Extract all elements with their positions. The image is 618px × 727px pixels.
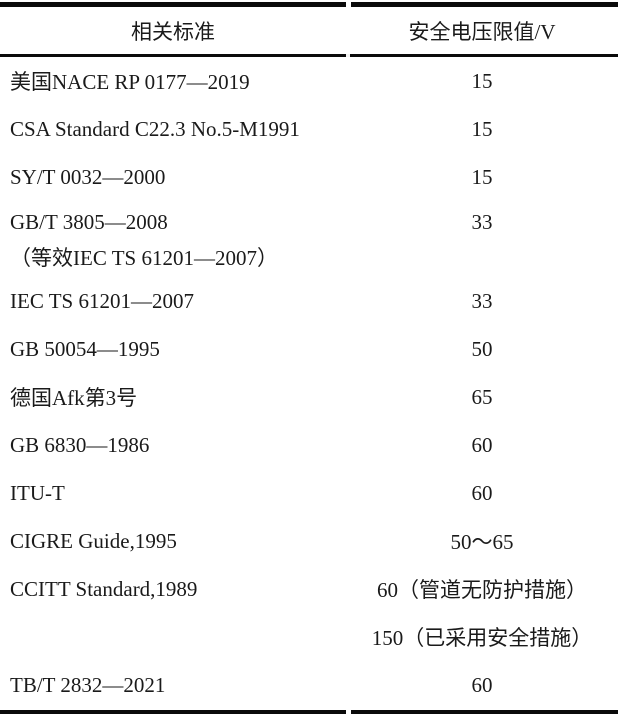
- limit-cell: 50～65: [450, 530, 514, 554]
- standard-cell: TB/T 2832—2021: [10, 673, 166, 697]
- table-row: CSA Standard C22.3 No.5-M1991 15: [0, 105, 618, 153]
- column-header-standard: 相关标准: [131, 19, 215, 44]
- table-row: 美国NACE RP 0177—2019 15: [0, 57, 618, 105]
- standard-cell: CSA Standard C22.3 No.5-M1991: [10, 116, 300, 141]
- limit-cell: 15: [471, 68, 493, 93]
- standard-cell: 美国NACE RP 0177—2019: [10, 70, 250, 94]
- table-row: GB 50054—1995 50: [0, 325, 618, 373]
- standard-cell: CCITT Standard,1989: [0, 565, 346, 661]
- table-row: TB/T 2832—2021 60: [0, 661, 618, 710]
- standard-cell: CIGRE Guide,1995: [10, 528, 177, 553]
- table-row: GB 6830—1986 60: [0, 421, 618, 469]
- standard-cell: SY/T 0032—2000: [10, 164, 166, 189]
- table-row: 德国Afk第3号 65: [0, 373, 618, 421]
- column-divider-gap: [346, 54, 350, 57]
- limit-cell: 50: [471, 336, 493, 361]
- table-header-row: 相关标准 安全电压限值/V: [0, 7, 618, 54]
- column-divider-gap: [346, 710, 351, 714]
- standard-cell: GB 50054—1995: [10, 336, 160, 361]
- standard-line-1: CCITT Standard,1989: [10, 576, 198, 601]
- table-row: IEC TS 61201—2007 33: [0, 277, 618, 325]
- standard-cell: GB/T 3805—2008 （等效IEC TS 61201—2007）: [0, 201, 346, 277]
- standard-line-2: （等效IEC TS 61201—2007）: [10, 246, 278, 270]
- standard-line-1: GB/T 3805—2008: [10, 210, 168, 234]
- standard-cell: ITU-T: [10, 480, 65, 505]
- standard-cell: IEC TS 61201—2007: [10, 288, 194, 313]
- limit-value-line-1: 60（管道无防护措施）: [377, 578, 587, 602]
- table-row: CIGRE Guide,1995 50～65: [0, 517, 618, 565]
- limit-cell: 33: [471, 288, 493, 313]
- limit-cell: 60: [471, 673, 493, 697]
- table-row: CCITT Standard,1989 60（管道无防护措施） 150（已采用安…: [0, 565, 618, 661]
- standard-cell: 德国Afk第3号: [10, 386, 138, 410]
- limit-cell: 60: [471, 432, 493, 457]
- limit-cell: 60: [471, 480, 493, 505]
- table-row: GB/T 3805—2008 （等效IEC TS 61201—2007） 33: [0, 201, 618, 277]
- limit-cell: 60（管道无防护措施） 150（已采用安全措施）: [346, 565, 618, 661]
- header-separator: [0, 54, 618, 57]
- standard-cell: GB 6830—1986: [10, 432, 150, 457]
- limit-value-line-2: 150（已采用安全措施）: [371, 626, 593, 650]
- table-top-border: [0, 2, 618, 7]
- limit-cell: 65: [471, 384, 493, 409]
- limit-cell: 15: [471, 164, 493, 189]
- limit-value: 33: [471, 210, 493, 234]
- table-row: ITU-T 60: [0, 469, 618, 517]
- column-header-limit: 安全电压限值/V: [408, 19, 556, 44]
- column-divider-gap: [346, 2, 351, 7]
- table-row: SY/T 0032—2000 15: [0, 153, 618, 201]
- limit-cell: 15: [471, 116, 493, 141]
- limit-cell: 33: [346, 201, 618, 277]
- table-bottom-border: [0, 710, 618, 714]
